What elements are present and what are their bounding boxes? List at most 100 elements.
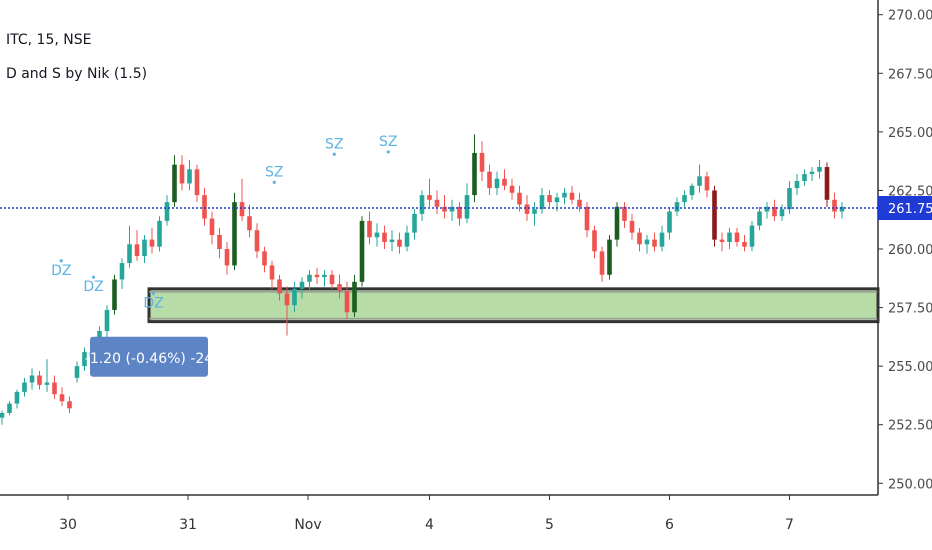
candle-body[interactable] [194,169,200,196]
candle-body[interactable] [419,195,425,214]
candle-body[interactable] [509,185,515,193]
candle-body[interactable] [532,209,537,214]
candle-body[interactable] [719,239,725,242]
candle-body[interactable] [142,239,147,257]
candle-body[interactable] [584,206,590,231]
candle-body[interactable] [352,281,357,313]
candle-body[interactable] [22,382,27,392]
candle-body[interactable] [157,220,162,247]
candle-body[interactable] [202,195,207,219]
candle-body[interactable] [14,391,20,404]
candle-body[interactable] [614,206,620,240]
candle-body[interactable] [487,171,492,189]
indicator-legend[interactable]: D and S by Nik (1.5) [6,66,148,82]
candle-body[interactable] [179,164,185,184]
candle-body[interactable] [74,366,80,378]
candle-body[interactable] [307,274,312,282]
candle-body[interactable] [412,213,417,233]
candle-body[interactable] [742,241,747,247]
candle-body[interactable] [599,251,605,275]
candle-body[interactable] [704,176,710,191]
candle-body[interactable] [172,164,177,203]
candle-body[interactable] [637,232,642,245]
candle-body[interactable] [734,232,740,242]
candle-body[interactable] [269,265,275,280]
candle-body[interactable] [674,202,680,212]
candle-body[interactable] [524,204,530,214]
candle-body[interactable] [502,178,507,186]
candle-body[interactable] [284,293,290,306]
candle-body[interactable] [682,195,687,203]
candle-body[interactable] [479,152,485,172]
candle-body[interactable] [449,206,455,212]
symbol-legend[interactable]: ITC, 15, NSE [6,32,92,48]
candle-body[interactable] [659,232,665,247]
candle-body[interactable] [59,394,65,402]
candle-body[interactable] [667,211,672,233]
candle-body[interactable] [404,232,410,247]
candle-body[interactable] [757,211,762,226]
candle-body[interactable] [539,195,545,210]
candle-body[interactable] [52,382,57,395]
candle-body[interactable] [457,206,462,219]
candle-body[interactable] [629,220,635,233]
candle-body[interactable] [262,251,267,266]
candle-body[interactable] [164,202,170,221]
candle-body[interactable] [224,249,230,266]
candle-body[interactable] [644,239,650,245]
candle-body[interactable] [652,239,657,247]
price-axis[interactable]: 250.00 252.50 255.00 257.50 260.00 262.50 265.… [877,0,932,495]
candle-body[interactable] [389,239,395,242]
candle-body[interactable] [832,199,837,212]
candle-body[interactable] [472,152,477,196]
candle-body[interactable] [817,167,822,172]
candle-body[interactable] [299,281,305,289]
candle-body[interactable] [292,288,297,306]
candle-body[interactable] [712,190,717,240]
demand-zone-rect[interactable] [147,287,880,324]
candle-body[interactable] [427,195,432,200]
candle-body[interactable] [254,230,260,252]
candle-body[interactable] [119,263,125,280]
candle-body[interactable] [239,202,245,217]
candle-body[interactable] [554,197,560,203]
candle-body[interactable] [697,176,702,186]
candle-body[interactable] [772,206,777,217]
candle-body[interactable] [277,279,282,294]
candle-body[interactable] [562,192,567,198]
candle-body[interactable] [779,209,785,217]
candle-body[interactable] [824,167,830,200]
candle-body[interactable] [382,232,387,242]
candle-body[interactable] [809,171,815,175]
candle-body[interactable] [764,206,770,212]
candle-body[interactable] [337,284,342,292]
candle-body[interactable] [397,239,402,247]
candle-body[interactable] [232,202,237,266]
candle-body[interactable] [104,309,110,331]
candle-body[interactable] [359,220,365,282]
candle-body[interactable] [44,382,50,385]
candle-body[interactable] [749,225,755,247]
time-axis[interactable]: 30 31 Nov 4 5 6 7 [0,494,878,533]
demand-zone-box[interactable] [147,287,880,324]
candle-body[interactable] [727,232,732,242]
candle-body[interactable] [839,206,845,212]
candle-body[interactable] [434,199,440,207]
candle-body[interactable] [82,352,87,367]
candle-body[interactable] [134,244,140,257]
candle-body[interactable] [464,195,470,219]
candle-body[interactable] [112,279,117,310]
candle-body[interactable] [217,234,222,249]
candle-body[interactable] [7,403,12,413]
candle-body[interactable] [322,274,327,278]
candle-body[interactable] [787,188,792,210]
candle-body[interactable] [794,181,800,189]
candle-body[interactable] [209,218,215,235]
candle-body[interactable] [802,174,807,182]
candle-body[interactable] [247,216,252,231]
candle-body[interactable] [367,220,372,238]
candle-body[interactable] [67,401,72,409]
candle-body[interactable] [187,169,192,184]
candle-body[interactable] [517,192,522,205]
